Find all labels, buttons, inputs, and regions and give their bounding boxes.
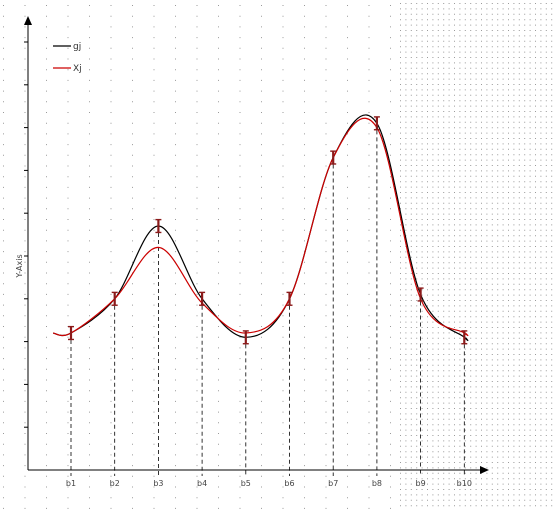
error-marker bbox=[199, 291, 206, 306]
x-tick-label: b8 bbox=[372, 479, 382, 488]
x-tick-label: b3 bbox=[153, 479, 163, 488]
grid bbox=[3, 3, 553, 509]
x-tick-label: b9 bbox=[416, 479, 426, 488]
error-marker bbox=[373, 116, 380, 131]
error-markers bbox=[68, 116, 468, 345]
series-line bbox=[52, 114, 469, 342]
y-axis-label: Y-Axis bbox=[15, 254, 24, 278]
x-axis-arrow bbox=[480, 466, 489, 474]
error-marker bbox=[155, 218, 162, 234]
error-marker bbox=[242, 330, 249, 345]
x-tick-label: b7 bbox=[328, 479, 338, 488]
drop-lines bbox=[70, 123, 465, 476]
x-tick-labels: b1 b2 b3 b4 b5 b6 b7 b8 b9 b10 bbox=[66, 479, 472, 488]
x-tick-label: b4 bbox=[197, 479, 207, 488]
grid-dots bbox=[3, 3, 553, 509]
legend-label: gj bbox=[73, 42, 81, 52]
error-marker bbox=[417, 287, 424, 302]
x-tick-label: b2 bbox=[110, 479, 120, 488]
error-marker bbox=[461, 330, 468, 345]
axes bbox=[24, 16, 489, 474]
legend: gj Xj bbox=[53, 42, 82, 74]
error-marker bbox=[286, 291, 293, 306]
series bbox=[52, 114, 469, 342]
error-marker bbox=[111, 291, 118, 306]
legend-label: Xj bbox=[73, 64, 82, 74]
y-ticks bbox=[24, 41, 28, 428]
x-tick-label: b6 bbox=[284, 479, 294, 488]
error-marker bbox=[68, 325, 74, 341]
x-tick-label: b1 bbox=[66, 479, 76, 488]
x-tick-label: b5 bbox=[241, 479, 251, 488]
x-tick-label: b10 bbox=[457, 479, 472, 488]
y-axis-arrow bbox=[24, 16, 32, 25]
error-marker bbox=[330, 150, 337, 165]
